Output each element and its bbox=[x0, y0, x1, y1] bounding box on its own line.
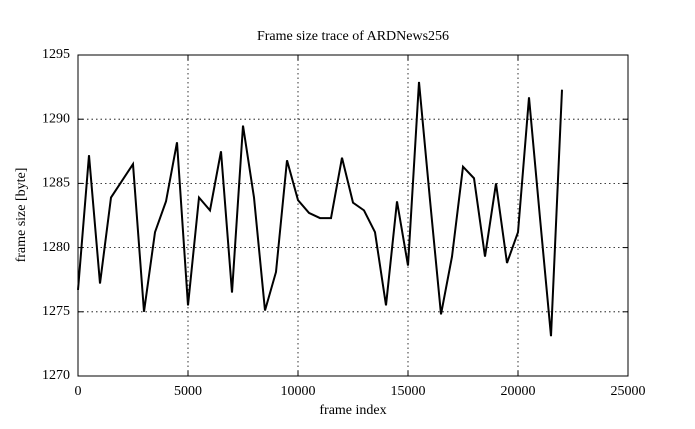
data-line bbox=[77, 81, 563, 337]
y-tick-label: 1295 bbox=[42, 47, 70, 62]
x-tick-label: 25000 bbox=[611, 384, 646, 399]
y-tick-label: 1280 bbox=[42, 240, 70, 255]
x-tick-label: 5000 bbox=[174, 384, 202, 399]
chart-title: Frame size trace of ARDNews256 bbox=[257, 29, 449, 44]
y-tick-label: 1270 bbox=[42, 368, 70, 383]
y-tick-label: 1285 bbox=[42, 176, 70, 191]
y-tick-label: 1275 bbox=[42, 304, 70, 319]
plot-frame bbox=[77, 54, 629, 377]
x-tick-label: 20000 bbox=[501, 384, 536, 399]
y-axis-label: frame size [byte] bbox=[14, 168, 29, 263]
x-tick-label: 0 bbox=[75, 384, 82, 399]
y-tick-label: 1290 bbox=[42, 111, 70, 126]
x-tick-label: 15000 bbox=[391, 384, 426, 399]
x-tick-label: 10000 bbox=[281, 384, 316, 399]
x-axis-label: frame index bbox=[319, 403, 386, 418]
